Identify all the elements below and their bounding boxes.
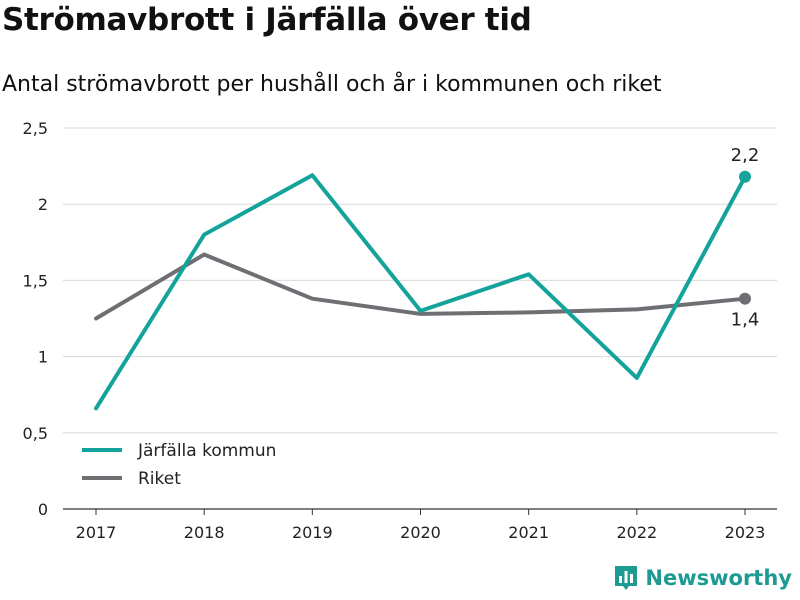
y-tick-label: 1,5 [23,271,48,290]
legend-label: Riket [138,469,181,489]
chart-subtitle: Antal strömavbrott per hushåll och år i … [2,72,662,97]
series-line-riket [94,252,747,321]
y-tick-label: 2,5 [23,119,48,138]
data-label-riket-2023: 1,4 [731,310,760,331]
x-tick-label: 2020 [400,523,441,542]
legend-label: Järfälla kommun [137,441,276,461]
x-tick-label: 2023 [725,523,766,542]
end-point-jarfalla [739,170,751,183]
x-tick-label: 2021 [508,523,549,542]
newsworthy-logo-icon [615,566,638,590]
data-label-jarfalla-2023: 2,2 [731,145,760,166]
x-tick-label: 2017 [76,523,117,542]
y-tick-label: 1 [38,348,48,367]
y-tick-label: 0 [38,500,48,519]
x-tick-label: 2019 [292,523,333,542]
x-tick-label: 2018 [184,523,225,542]
x-tick-label: 2022 [616,523,657,542]
y-tick-label: 0,5 [23,424,48,443]
chart-title: Strömavbrott i Järfälla över tid [2,2,532,38]
y-tick-label: 2 [38,195,48,214]
brand-name: Newsworthy [645,566,792,590]
brand-logo[interactable]: Newsworthy [613,564,792,592]
end-point-riket [739,292,751,305]
series-line-jarfalla [94,173,747,411]
